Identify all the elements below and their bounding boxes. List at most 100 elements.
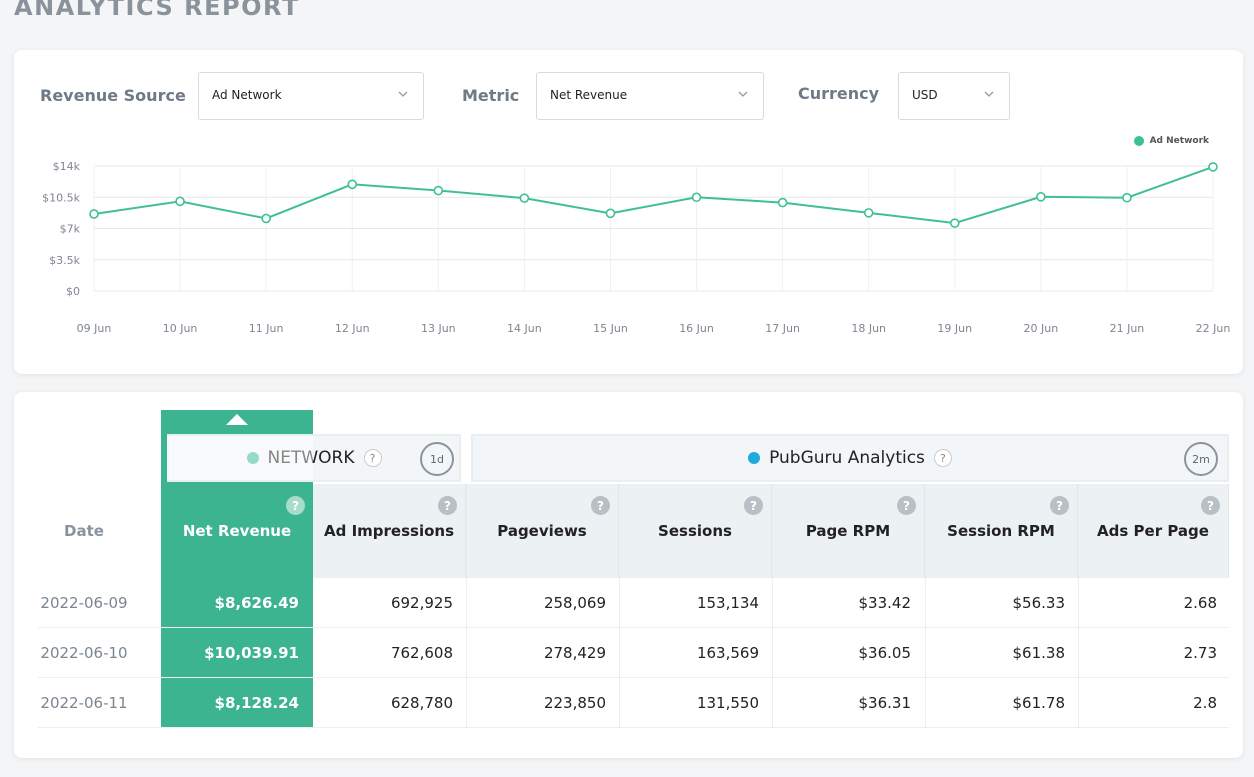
- column-header-label: Pageviews: [497, 522, 587, 540]
- table-cell: 278,429: [543, 644, 606, 662]
- net-revenue-header[interactable]: Net Revenue?: [161, 484, 313, 578]
- x-tick-label: 14 Jun: [507, 322, 542, 335]
- x-tick-label: 21 Jun: [1110, 322, 1145, 335]
- data-point: [1036, 192, 1046, 202]
- data-point: [175, 196, 185, 207]
- help-icon[interactable]: ?: [286, 496, 305, 515]
- session-rpm-header[interactable]: Session RPM?: [925, 484, 1078, 578]
- table-cell: 692,925: [390, 594, 453, 612]
- help-icon[interactable]: ?: [363, 449, 382, 467]
- table-cell: $61.38: [1012, 644, 1066, 662]
- sessions-header[interactable]: Sessions?: [619, 484, 772, 578]
- metric-select[interactable]: Net Revenue: [536, 72, 764, 120]
- table-card: NETWORK ? 1d PubGuru Analytics ? 2m Date…: [14, 392, 1243, 758]
- data-point: [519, 193, 530, 203]
- sort-up-icon[interactable]: [226, 414, 248, 425]
- table-row: 2022-06-09 $8,626.49 692,925 258,069 153,134…: [14, 578, 1243, 628]
- column-header-label: Net Revenue: [182, 522, 292, 540]
- network-cycle-label: 1d: [430, 452, 444, 466]
- data-point: [433, 185, 444, 196]
- net-revenue-cell: $10,039.91: [204, 644, 299, 662]
- column-divider: [466, 484, 467, 728]
- table-cell: $56.33: [1012, 594, 1066, 612]
- table-cell: 163,569: [696, 644, 759, 662]
- metric-value: Net Revenue: [550, 88, 628, 102]
- help-icon[interactable]: ?: [933, 449, 952, 467]
- date-cell: 2022-06-10: [40, 644, 128, 662]
- pubguru-group-header: PubGuru Analytics ?: [471, 434, 1229, 482]
- revenue-source-label: Revenue Source: [40, 86, 186, 105]
- y-tick-label: $10.5k: [42, 191, 80, 204]
- table-cell: $36.31: [858, 694, 912, 712]
- help-icon[interactable]: ?: [591, 496, 610, 515]
- y-tick-label: $7k: [60, 223, 81, 236]
- x-tick-label: 13 Jun: [421, 322, 456, 335]
- data-point: [949, 218, 960, 228]
- data-point: [1122, 192, 1132, 203]
- x-tick-label: 11 Jun: [249, 322, 284, 335]
- chevron-down-icon: [398, 91, 408, 97]
- table-cell: 2.73: [1183, 644, 1217, 662]
- x-tick-label: 16 Jun: [679, 322, 714, 335]
- column-divider: [1078, 484, 1079, 728]
- currency-value: USD: [912, 88, 938, 102]
- column-header-label: Session RPM: [947, 522, 1055, 540]
- help-icon[interactable]: ?: [1050, 496, 1069, 515]
- series-line: [93, 165, 1214, 225]
- network-dot: [246, 452, 259, 464]
- chart-card: Revenue Source Ad Network Metric Net Rev…: [14, 50, 1243, 374]
- table-cell: 2.8: [1193, 694, 1217, 712]
- legend-dot: [1133, 136, 1144, 146]
- legend-label: Ad Network: [1149, 136, 1209, 146]
- table-cell: $36.05: [858, 644, 912, 662]
- data-point: [863, 208, 874, 218]
- table-cell: 131,550: [696, 694, 759, 712]
- column-header-label: Ads Per Page: [1097, 522, 1209, 540]
- network-group-header: NETWORK ?: [167, 434, 461, 482]
- refresh-cycle-icon[interactable]: 2m: [1184, 442, 1218, 476]
- help-icon[interactable]: ?: [438, 496, 457, 515]
- table-row: 2022-06-10 $10,039.91 762,608 278,429 163,56…: [14, 628, 1243, 678]
- y-tick-label: $14k: [53, 160, 81, 173]
- ad-impressions-header[interactable]: Ad Impressions?: [313, 484, 466, 578]
- y-tick-label: $0: [66, 285, 80, 298]
- column-divider: [772, 484, 773, 728]
- revenue-source-select[interactable]: Ad Network: [198, 72, 424, 120]
- column-divider: [925, 484, 926, 728]
- refresh-cycle-icon[interactable]: 1d: [420, 442, 454, 476]
- help-icon[interactable]: ?: [897, 496, 916, 515]
- date-cell: 2022-06-11: [40, 694, 128, 712]
- row-divider: [38, 727, 1229, 728]
- pubguru-dot: [748, 452, 761, 464]
- table-cell: 628,780: [390, 694, 453, 712]
- x-tick-label: 19 Jun: [937, 322, 972, 335]
- data-point: [691, 192, 702, 203]
- help-icon[interactable]: ?: [1201, 496, 1220, 515]
- chart-legend[interactable]: Ad Network: [1133, 136, 1209, 146]
- x-tick-label: 12 Jun: [335, 322, 370, 335]
- table-cell: $33.42: [858, 594, 912, 612]
- net-revenue-cell: $8,128.24: [214, 694, 299, 712]
- column-header-label: Ad Impressions: [324, 522, 454, 540]
- y-tick-label: $3.5k: [49, 254, 80, 267]
- table-cell: $61.78: [1012, 694, 1066, 712]
- x-tick-label: 18 Jun: [851, 322, 886, 335]
- column-header-label: Page RPM: [805, 522, 891, 540]
- pageviews-header[interactable]: Pageviews?: [466, 484, 619, 578]
- currency-select[interactable]: USD: [898, 72, 1010, 120]
- help-icon[interactable]: ?: [744, 496, 763, 515]
- ads-per-page-header[interactable]: Ads Per Page?: [1078, 484, 1229, 578]
- row-divider: [38, 677, 1229, 678]
- net-revenue-cell: $8,626.49: [214, 594, 299, 612]
- data-point: [261, 213, 271, 224]
- chevron-down-icon: [738, 91, 748, 97]
- revenue-source-value: Ad Network: [212, 88, 282, 102]
- column-header-label: Sessions: [658, 522, 732, 540]
- x-tick-label: 22 Jun: [1196, 322, 1231, 335]
- table-cell: 258,069: [543, 594, 606, 612]
- x-tick-label: 15 Jun: [593, 322, 628, 335]
- date-column-header[interactable]: Date: [64, 522, 104, 540]
- page-rpm-header[interactable]: Page RPM?: [772, 484, 925, 578]
- table-cell: 762,608: [390, 644, 453, 662]
- metric-label: Metric: [462, 86, 520, 105]
